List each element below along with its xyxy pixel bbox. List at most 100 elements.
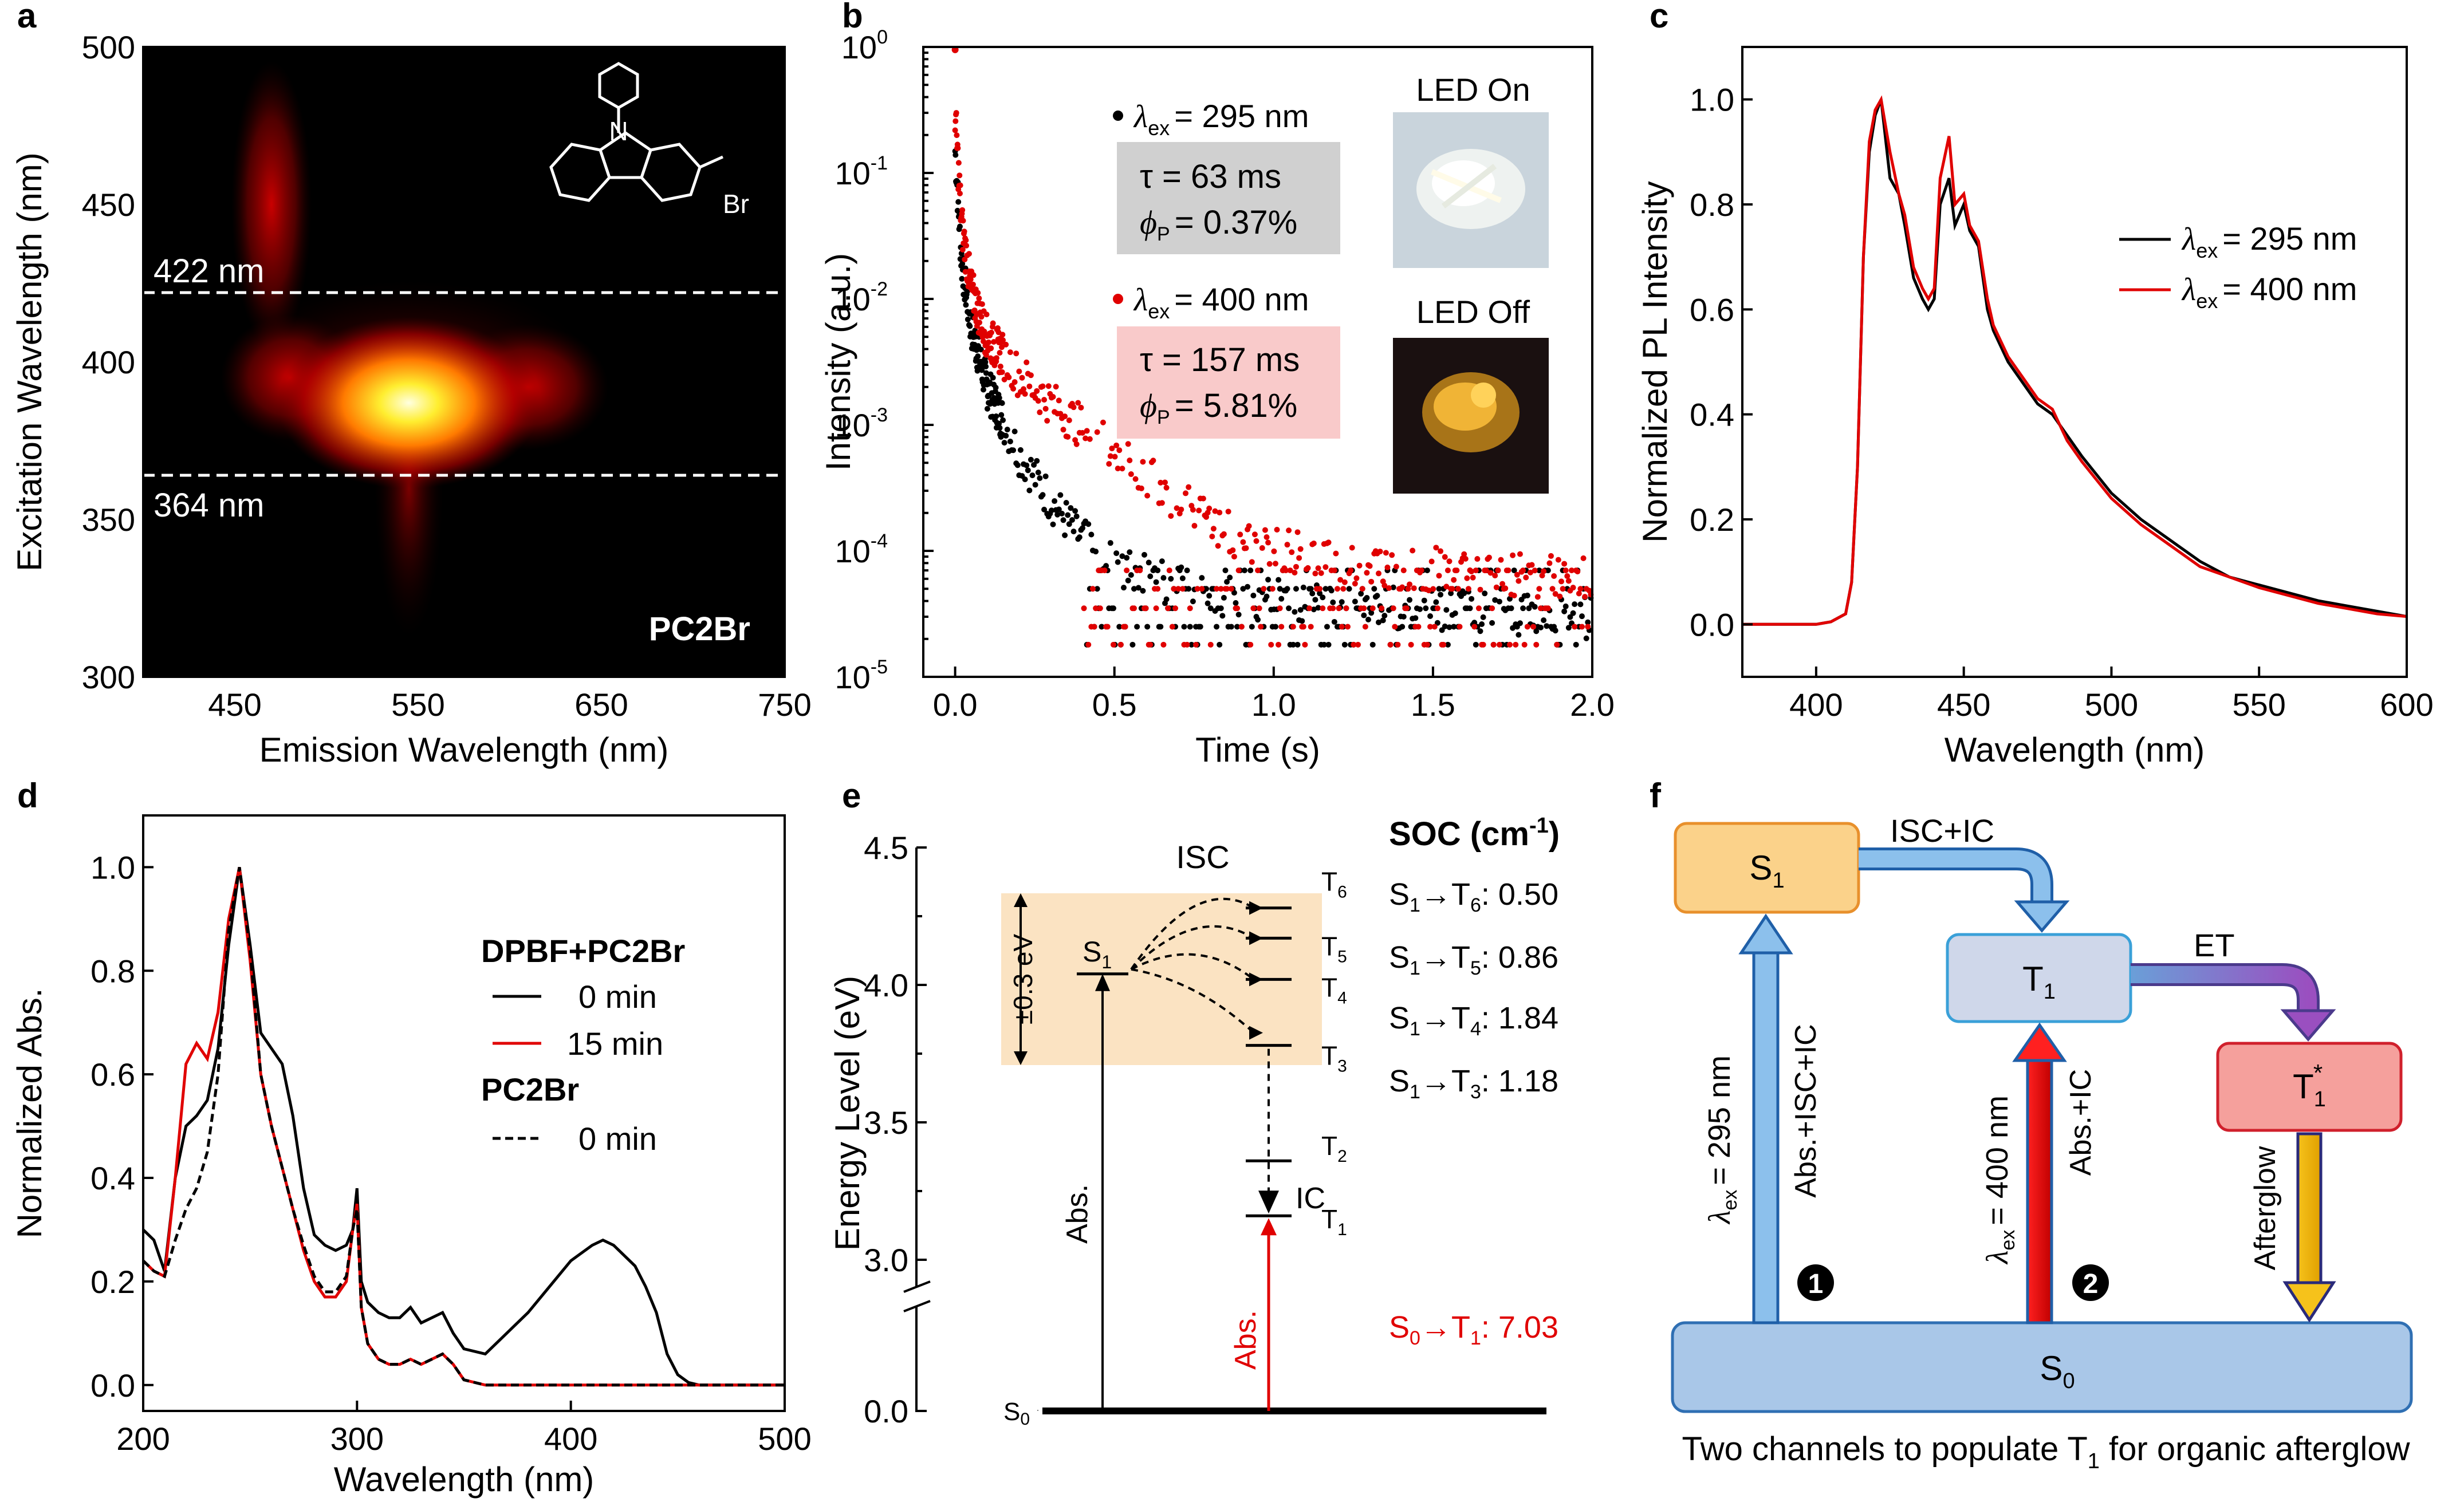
data-point [1473,567,1479,574]
data-point [1221,531,1227,537]
data-point [982,359,989,365]
y-tick-label: 3.0 [864,1242,908,1278]
absorption-spectra [142,866,785,1387]
channel2-arrow [2026,1056,2053,1324]
guide-label: 364 nm [153,487,264,524]
data-point [993,413,999,419]
heatmap-spots [220,61,608,637]
data-point [993,384,999,391]
data-point [1101,567,1108,574]
data-point [1339,624,1345,630]
y-tick-label: 0.8 [90,953,135,989]
data-point [1222,567,1229,574]
data-point [1179,586,1186,592]
data-point [1209,533,1215,539]
data-point [1235,567,1242,574]
data-point [1271,548,1277,554]
data-point [1060,517,1066,523]
data-point [1444,641,1451,648]
bromine-atom-label: Br [723,189,749,219]
data-point [1376,619,1382,625]
x-tick-label: 2.0 [1570,687,1615,723]
data-point [1042,473,1049,479]
data-point [1570,585,1576,591]
data-point [1530,624,1537,630]
data-point [1040,492,1046,498]
data-point [983,352,989,358]
data-point [1063,500,1069,506]
data-point [1262,527,1268,533]
data-point [1217,510,1223,516]
data-point [1410,547,1416,554]
data-point [990,320,996,326]
data-point [963,242,970,249]
data-point [1312,570,1318,577]
data-point [1368,610,1375,616]
data-point [1115,466,1121,472]
data-point [1124,567,1130,574]
data-point [1206,593,1213,599]
data-point [1361,612,1367,618]
data-point [1462,555,1469,562]
data-point [1368,578,1375,585]
isc-arrowhead [1249,931,1263,945]
data-point [1520,605,1526,612]
data-point [1160,641,1167,648]
data-point [952,127,958,133]
data-point [1234,624,1241,630]
y-tick-label: 3.5 [864,1105,908,1141]
data-point [1137,567,1143,574]
data-point [1383,550,1389,556]
data-point [1014,462,1021,468]
data-point [1214,586,1220,592]
data-point [1325,539,1332,546]
data-point [1480,641,1486,648]
data-point [1534,594,1541,600]
data-point [1065,512,1071,518]
data-point [1510,552,1516,558]
data-point [1129,641,1136,648]
data-point [1457,624,1463,630]
channel2-process: Abs.+IC [2064,1069,2097,1176]
data-point [1300,584,1306,590]
data-point [1097,605,1103,612]
data-point [1312,597,1318,603]
data-point [1138,485,1144,491]
level-label-t4: T4 [1321,972,1347,1007]
photo-led-off [1393,338,1549,494]
data-point [991,338,997,345]
data-point [1451,577,1457,583]
data-point [1197,624,1203,630]
data-point [1513,641,1519,648]
data-point [1433,599,1439,605]
data-point [960,218,966,224]
data-point [1011,379,1018,385]
data-point [1163,596,1170,602]
data-point [1196,507,1202,514]
data-point [967,276,974,282]
data-point [1367,563,1373,569]
data-point [1282,567,1289,574]
data-point [1374,593,1380,599]
data-point [1346,586,1352,592]
data-point [1231,554,1237,560]
legend-label-15min: 15 min [567,1026,663,1062]
data-point [1044,417,1050,424]
data-point [1109,446,1115,452]
data-point [1469,568,1475,574]
data-point [1207,605,1214,612]
abs-label-black: Abs. [1061,1184,1094,1244]
data-point [1440,641,1447,648]
data-point [1003,432,1009,439]
data-point [1110,605,1116,612]
energy-ticks: 3.0 3.5 4.0 4.5 0.0 [864,830,927,1429]
data-point [1541,617,1547,624]
plot-frame [142,814,786,1412]
y-tick-label: 0.0 [90,1367,135,1404]
data-point [1565,578,1572,584]
data-point [1240,586,1246,592]
data-point [1308,586,1314,592]
heat-spot-main [277,317,541,489]
afterglow-arrow [2296,1132,2323,1287]
legend: λex = 295 nm λex = 400 nm [2119,220,2357,313]
